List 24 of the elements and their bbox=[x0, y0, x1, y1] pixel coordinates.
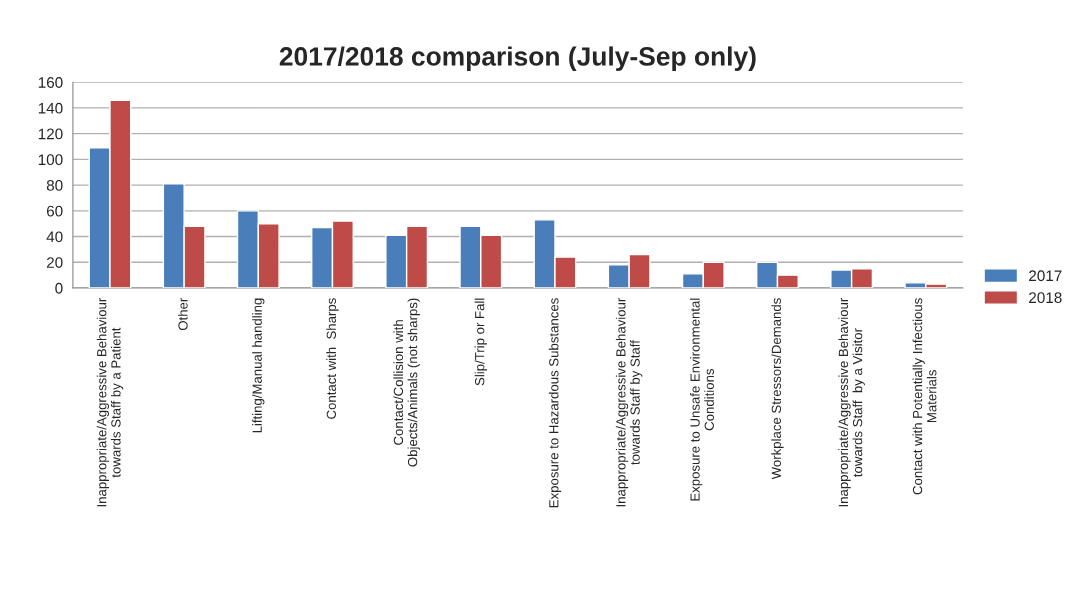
x-tick-label: Exposure to Unsafe Environmental Conditions bbox=[690, 298, 714, 501]
y-tick-label: 120 bbox=[38, 128, 63, 140]
x-tick-label: Contact with Sharps bbox=[326, 298, 339, 419]
x-tick-label: Inappropriate/Aggressive Behaviour towards Staff by Staff bbox=[615, 297, 643, 507]
y-tick-label: 40 bbox=[46, 231, 63, 243]
x-tick-label: Slip/Trip or Fall bbox=[474, 298, 487, 386]
y-tick-label: 140 bbox=[38, 102, 63, 114]
x-tick-label: Lifting/Manual handling bbox=[252, 298, 265, 433]
x-tick-label: Other bbox=[177, 297, 188, 331]
y-tick-label: 160 bbox=[38, 77, 63, 88]
x-tick-label: Inappropriate/Aggressive Behaviour towards Staff by a Patient bbox=[96, 297, 124, 507]
x-tick-label: Workplace Stressors/Demands bbox=[771, 298, 784, 480]
y-tick-label: 60 bbox=[46, 205, 63, 217]
x-tick-label: Contact/Collision with Objects/Animals (not sharps) bbox=[393, 298, 420, 467]
x-tick-label: Inappropriate/Aggressive Behaviour towards Staff by a Visitor bbox=[838, 297, 865, 507]
chart-title: 2017/2018 comparison (July-Sep only) bbox=[279, 46, 756, 72]
x-tick-label: Contact with Potentially Infectious Materials bbox=[912, 298, 937, 495]
x-tick-label: Exposure to Hazardous Substances bbox=[548, 298, 562, 508]
y-tick-label: 0 bbox=[55, 282, 63, 294]
y-tick-label: 80 bbox=[46, 179, 63, 191]
y-tick-label: 100 bbox=[38, 154, 63, 166]
legend-label: 2018 bbox=[1029, 292, 1062, 304]
legend-label: 2017 bbox=[1029, 270, 1062, 282]
y-tick-label: 20 bbox=[46, 257, 63, 268]
